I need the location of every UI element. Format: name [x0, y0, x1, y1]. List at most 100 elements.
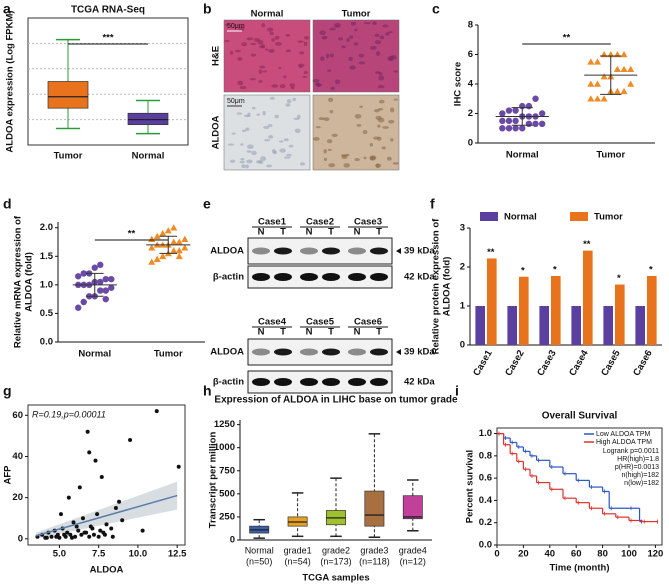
- cell: [327, 69, 332, 72]
- panel-label: g: [3, 383, 12, 399]
- lane-label: N: [258, 227, 265, 238]
- y-tick-label: 0.2: [479, 517, 492, 528]
- band: [348, 378, 366, 386]
- case-label: Case6: [354, 317, 382, 328]
- x-tick-label: 80: [597, 549, 608, 560]
- cell: [334, 79, 341, 85]
- cell: [253, 37, 261, 42]
- micrograph: [312, 94, 400, 171]
- cell: [391, 54, 397, 60]
- cell: [299, 51, 305, 55]
- scale-bar-label: 50μm: [227, 23, 245, 30]
- x-tick-label: 100: [621, 549, 637, 560]
- cell: [303, 70, 309, 75]
- cell: [376, 136, 382, 141]
- point: [80, 516, 85, 521]
- point: [65, 530, 70, 535]
- bar: [583, 250, 593, 345]
- point: [153, 232, 161, 240]
- point: [525, 102, 533, 110]
- plot-frame: [496, 427, 663, 546]
- x-tick-label: (n=118): [359, 556, 390, 566]
- point: [97, 287, 104, 294]
- point: [95, 512, 100, 517]
- cell: [377, 85, 385, 89]
- cell: [323, 157, 328, 162]
- point: [175, 252, 183, 260]
- panel-label: h: [203, 383, 212, 399]
- band: [348, 348, 366, 356]
- band: [252, 247, 270, 255]
- cell: [331, 133, 338, 138]
- point: [505, 125, 513, 132]
- y-tick-label: 250: [219, 511, 235, 522]
- cell: [263, 125, 270, 129]
- point: [532, 120, 539, 128]
- cell: [375, 51, 381, 56]
- cell: [278, 66, 282, 70]
- size-label: 39 kDa: [404, 246, 435, 257]
- cell: [379, 35, 385, 40]
- x-tick-label: Case4: [567, 348, 591, 378]
- cell: [321, 35, 328, 40]
- point: [153, 255, 161, 262]
- size-label: 42 kDa: [404, 377, 435, 388]
- cell: [251, 106, 256, 110]
- point: [71, 520, 76, 525]
- point: [74, 524, 79, 529]
- trend-line: [35, 494, 178, 537]
- cell: [264, 48, 269, 51]
- point: [499, 110, 506, 117]
- legend-label: Normal: [504, 212, 537, 223]
- cell: [363, 156, 367, 160]
- cell: [359, 105, 364, 109]
- point: [538, 120, 546, 128]
- cell: [318, 117, 325, 121]
- point: [148, 258, 156, 265]
- legend-label: Tumor: [594, 212, 623, 223]
- cell: [267, 124, 273, 128]
- cell: [362, 130, 368, 135]
- y-tick-label: 3: [460, 223, 465, 234]
- lane-label: N: [354, 327, 361, 338]
- x-tick-label: 7.5: [92, 549, 106, 560]
- lane-label: T: [328, 327, 334, 338]
- point: [620, 65, 628, 73]
- cell: [289, 83, 296, 88]
- arrow: [396, 248, 401, 254]
- row-label: β-actin: [213, 377, 244, 388]
- point: [587, 95, 595, 102]
- cell: [250, 42, 257, 46]
- cell: [274, 114, 280, 119]
- row-label: ALDOA: [211, 115, 222, 149]
- band: [370, 378, 388, 386]
- band: [274, 378, 292, 386]
- band: [300, 378, 318, 386]
- lane-label: N: [354, 227, 361, 238]
- cell: [388, 119, 395, 124]
- row-label: ALDOA: [210, 347, 244, 358]
- lane-label: T: [376, 227, 382, 238]
- point: [77, 485, 82, 490]
- point: [90, 526, 95, 531]
- cell: [246, 37, 254, 41]
- point: [120, 518, 125, 523]
- cell: [329, 53, 334, 58]
- cell: [261, 23, 266, 28]
- x-tick-label: Normal: [245, 545, 274, 555]
- bar: [635, 306, 645, 345]
- y-axis-label: AFP: [3, 465, 14, 485]
- point: [512, 125, 519, 132]
- row-label: ALDOA: [210, 246, 244, 257]
- point: [620, 51, 628, 58]
- cell: [329, 27, 336, 31]
- band: [252, 378, 270, 386]
- point: [181, 244, 189, 251]
- x-tick-label: Case3: [535, 348, 559, 378]
- y-tick-label: 0.0: [479, 540, 492, 551]
- significance: ***: [102, 33, 113, 44]
- cell: [229, 159, 236, 163]
- point: [98, 528, 103, 533]
- y-axis-label: ALDOA (fold): [442, 257, 453, 317]
